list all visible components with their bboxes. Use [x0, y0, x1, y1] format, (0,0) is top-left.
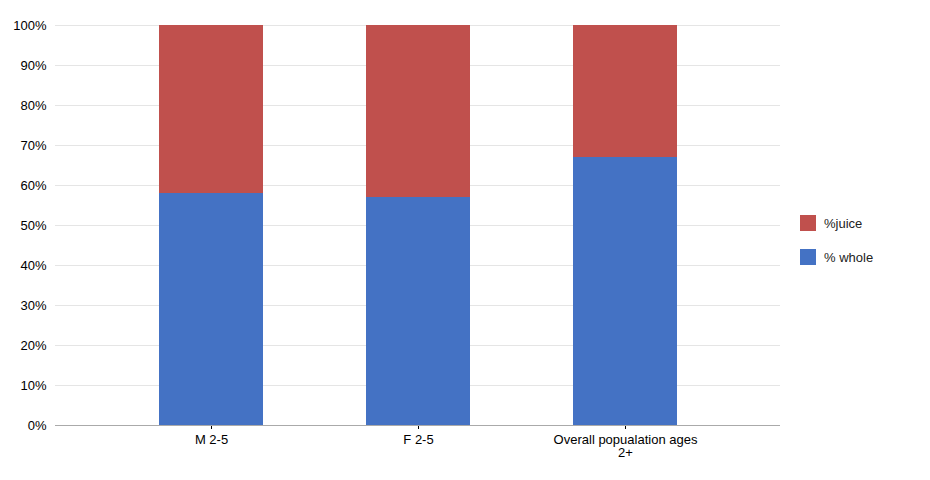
svg-text:60%: 60%	[20, 178, 46, 193]
svg-text:90%: 90%	[20, 58, 46, 73]
svg-text:50%: 50%	[20, 218, 46, 233]
svg-text:80%: 80%	[20, 98, 46, 113]
svg-text:10%: 10%	[20, 378, 46, 393]
svg-text:20%: 20%	[20, 338, 46, 353]
svg-text:0%: 0%	[28, 418, 47, 433]
svg-text:30%: 30%	[20, 298, 46, 313]
svg-text:70%: 70%	[20, 138, 46, 153]
html-text:% whole: % whole	[824, 249, 874, 265]
svg-text:100%: 100%	[13, 18, 47, 33]
html-text:%juice: %juice	[824, 215, 863, 231]
svg-text:M 2-5: M 2-5	[195, 432, 228, 447]
svg-text:Overall popualation ages2+: Overall popualation ages2+	[554, 432, 698, 460]
svg-text:F 2-5: F 2-5	[403, 432, 433, 447]
svg-text:40%: 40%	[20, 258, 46, 273]
